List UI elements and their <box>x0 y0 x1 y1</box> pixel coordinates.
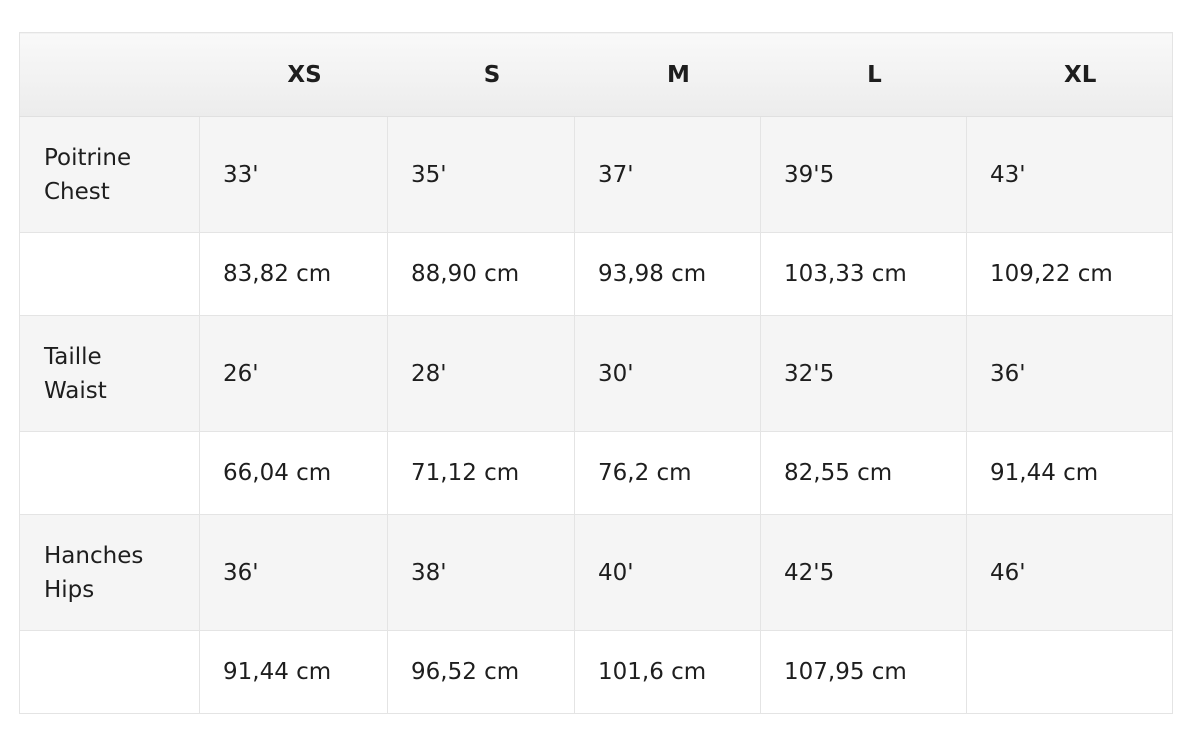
label-fr: Taille <box>44 343 102 370</box>
cm-value: 82,55 cm <box>760 431 967 515</box>
header-size: S <box>387 32 575 117</box>
cm-value: 107,95 cm <box>760 630 967 714</box>
measurement-row-cm: 91,44 cm 96,52 cm 101,6 cm 107,95 cm <box>19 630 1173 714</box>
inch-value: 42'5 <box>760 514 967 631</box>
measurement-row-inches: Hanches Hips 36' 38' 40' 42'5 46' <box>19 514 1173 631</box>
size-chart-table: XS S M L XL Poitrine Chest 33' 35' 37' 39'5 4… <box>19 32 1173 714</box>
label-en: Waist <box>44 377 107 404</box>
inch-value: 38' <box>387 514 575 631</box>
header-size: XS <box>199 32 388 117</box>
header-size: M <box>574 32 761 117</box>
label-fr: Poitrine <box>44 144 132 171</box>
measurement-label: Hanches Hips <box>19 514 200 631</box>
empty-label <box>19 232 200 316</box>
inch-value: 36' <box>199 514 388 631</box>
empty-label <box>19 630 200 714</box>
measurement-row-inches: Taille Waist 26' 28' 30' 32'5 36' <box>19 315 1173 432</box>
header-size: XL <box>966 32 1173 117</box>
measurement-label: Poitrine Chest <box>19 116 200 233</box>
cm-value: 109,22 cm <box>966 232 1173 316</box>
cm-value <box>966 630 1173 714</box>
inch-value: 36' <box>966 315 1173 432</box>
label-en: Hips <box>44 576 95 603</box>
inch-value: 28' <box>387 315 575 432</box>
cm-value: 103,33 cm <box>760 232 967 316</box>
cm-value: 96,52 cm <box>387 630 575 714</box>
label-fr: Hanches <box>44 542 144 569</box>
cm-value: 76,2 cm <box>574 431 761 515</box>
measurement-row-inches: Poitrine Chest 33' 35' 37' 39'5 43' <box>19 116 1173 233</box>
inch-value: 33' <box>199 116 388 233</box>
inch-value: 40' <box>574 514 761 631</box>
inch-value: 32'5 <box>760 315 967 432</box>
inch-value: 35' <box>387 116 575 233</box>
cm-value: 91,44 cm <box>966 431 1173 515</box>
measurement-label: Taille Waist <box>19 315 200 432</box>
inch-value: 39'5 <box>760 116 967 233</box>
inch-value: 26' <box>199 315 388 432</box>
cm-value: 66,04 cm <box>199 431 388 515</box>
cm-value: 83,82 cm <box>199 232 388 316</box>
header-empty <box>19 32 200 117</box>
inch-value: 37' <box>574 116 761 233</box>
inch-value: 43' <box>966 116 1173 233</box>
header-row: XS S M L XL <box>19 32 1173 117</box>
header-size: L <box>760 32 967 117</box>
label-en: Chest <box>44 178 110 205</box>
cm-value: 101,6 cm <box>574 630 761 714</box>
measurement-row-cm: 66,04 cm 71,12 cm 76,2 cm 82,55 cm 91,44 cm <box>19 431 1173 515</box>
cm-value: 88,90 cm <box>387 232 575 316</box>
inch-value: 46' <box>966 514 1173 631</box>
cm-value: 91,44 cm <box>199 630 388 714</box>
cm-value: 71,12 cm <box>387 431 575 515</box>
cm-value: 93,98 cm <box>574 232 761 316</box>
empty-label <box>19 431 200 515</box>
inch-value: 30' <box>574 315 761 432</box>
measurement-row-cm: 83,82 cm 88,90 cm 93,98 cm 103,33 cm 109,22 … <box>19 232 1173 316</box>
